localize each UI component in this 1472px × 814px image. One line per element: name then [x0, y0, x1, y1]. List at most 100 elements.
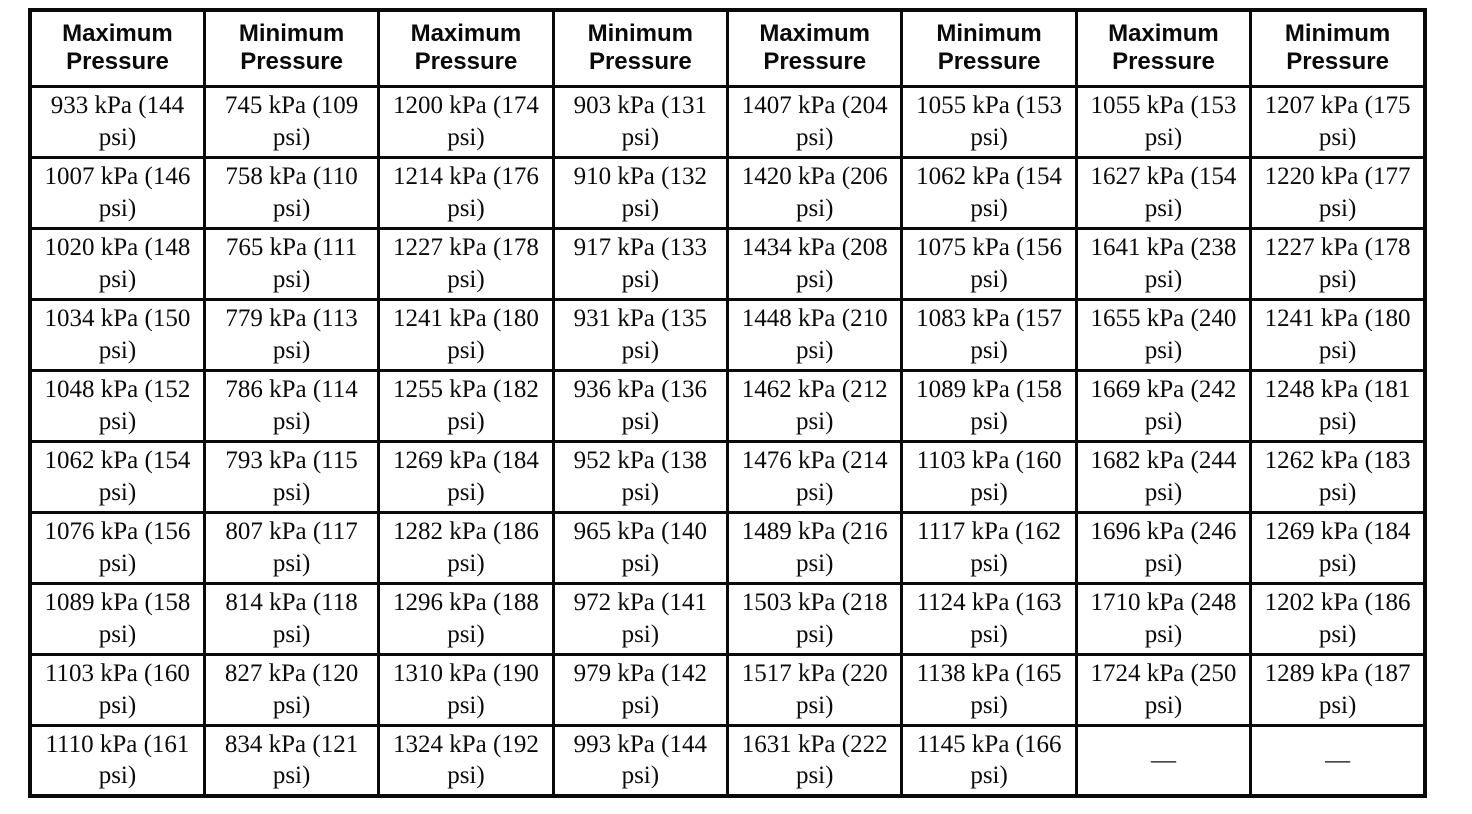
table-cell: 972 kPa (141 psi): [551, 581, 730, 656]
header-cell: Minimum Pressure: [202, 8, 381, 88]
table-cell: 827 kPa (120 psi): [202, 652, 381, 727]
table-cell: 1517 kPa (220 psi): [725, 652, 904, 727]
table-cell: 814 kPa (118 psi): [202, 581, 381, 656]
table-cell: 745 kPa (109 psi): [202, 84, 381, 159]
table-cell: 1207 kPa (175 psi): [1249, 84, 1427, 159]
table-cell: —: [1074, 723, 1253, 798]
table-cell: 1227 kPa (178 psi): [1249, 226, 1427, 301]
table-cell: 1696 kPa (246 psi): [1074, 510, 1253, 585]
table-cell: 1724 kPa (250 psi): [1074, 652, 1253, 727]
table-cell: 758 kPa (110 psi): [202, 155, 381, 230]
table-cell: 917 kPa (133 psi): [551, 226, 730, 301]
table-cell: 807 kPa (117 psi): [202, 510, 381, 585]
table-cell: 1124 kPa (163 psi): [900, 581, 1078, 656]
table-cell: 1503 kPa (218 psi): [725, 581, 904, 656]
table-cell: 1103 kPa (160 psi): [28, 652, 206, 727]
pressure-table-body: 933 kPa (144 psi) 745 kPa (109 psi) 1200 k…: [28, 84, 1427, 798]
table-cell: 1310 kPa (190 psi): [377, 652, 555, 727]
table-cell: 1062 kPa (154 psi): [900, 155, 1078, 230]
pressure-table: Maximum Pressure Minimum Pressure Maximum …: [28, 8, 1427, 798]
table-cell: 1324 kPa (192 psi): [377, 723, 555, 798]
table-cell: 1117 kPa (162 psi): [900, 510, 1078, 585]
table-cell: 1062 kPa (154 psi): [28, 439, 206, 514]
table-cell: 1055 kPa (153 psi): [900, 84, 1078, 159]
table-cell: 1145 kPa (166 psi): [900, 723, 1078, 798]
table-cell: 1200 kPa (174 psi): [377, 84, 555, 159]
table-cell: 1289 kPa (187 psi): [1249, 652, 1427, 727]
table-cell: 793 kPa (115 psi): [202, 439, 381, 514]
table-row: 1034 kPa (150 psi) 779 kPa (113 psi) 1241 …: [28, 297, 1427, 372]
header-cell: Maximum Pressure: [28, 8, 206, 88]
header-cell: Minimum Pressure: [1249, 8, 1427, 88]
table-cell: 1214 kPa (176 psi): [377, 155, 555, 230]
table-cell: 1407 kPa (204 psi): [725, 84, 904, 159]
header-row: Maximum Pressure Minimum Pressure Maximum …: [28, 8, 1427, 88]
table-row: 1110 kPa (161 psi) 834 kPa (121 psi) 1324 …: [28, 723, 1427, 798]
table-cell: 1476 kPa (214 psi): [725, 439, 904, 514]
table-cell: 1682 kPa (244 psi): [1074, 439, 1253, 514]
table-cell: 1631 kPa (222 psi): [725, 723, 904, 798]
table-row: 1089 kPa (158 psi) 814 kPa (118 psi) 1296 …: [28, 581, 1427, 656]
table-cell: 1089 kPa (158 psi): [900, 368, 1078, 443]
pressure-table-head: Maximum Pressure Minimum Pressure Maximum …: [28, 8, 1427, 88]
table-row: 1062 kPa (154 psi) 793 kPa (115 psi) 1269 …: [28, 439, 1427, 514]
table-cell: 903 kPa (131 psi): [551, 84, 730, 159]
table-cell: 931 kPa (135 psi): [551, 297, 730, 372]
table-cell: 1020 kPa (148 psi): [28, 226, 206, 301]
table-cell: 1489 kPa (216 psi): [725, 510, 904, 585]
table-cell: 936 kPa (136 psi): [551, 368, 730, 443]
table-cell: 1255 kPa (182 psi): [377, 368, 555, 443]
table-cell: 1076 kPa (156 psi): [28, 510, 206, 585]
table-cell: 1034 kPa (150 psi): [28, 297, 206, 372]
table-cell: —: [1249, 723, 1427, 798]
table-cell: 1103 kPa (160 psi): [900, 439, 1078, 514]
table-row: 1020 kPa (148 psi) 765 kPa (111 psi) 1227 …: [28, 226, 1427, 301]
table-cell: 786 kPa (114 psi): [202, 368, 381, 443]
table-cell: 1202 kPa (186 psi): [1249, 581, 1427, 656]
table-row: 1048 kPa (152 psi) 786 kPa (114 psi) 1255 …: [28, 368, 1427, 443]
table-cell: 1138 kPa (165 psi): [900, 652, 1078, 727]
table-cell: 1227 kPa (178 psi): [377, 226, 555, 301]
table-cell: 1448 kPa (210 psi): [725, 297, 904, 372]
table-row: 1076 kPa (156 psi) 807 kPa (117 psi) 1282 …: [28, 510, 1427, 585]
table-cell: 993 kPa (144 psi): [551, 723, 730, 798]
table-cell: 1262 kPa (183 psi): [1249, 439, 1427, 514]
header-cell: Minimum Pressure: [900, 8, 1078, 88]
table-row: 1103 kPa (160 psi) 827 kPa (120 psi) 1310 …: [28, 652, 1427, 727]
table-cell: 1710 kPa (248 psi): [1074, 581, 1253, 656]
table-cell: 834 kPa (121 psi): [202, 723, 381, 798]
table-cell: 952 kPa (138 psi): [551, 439, 730, 514]
table-cell: 1241 kPa (180 psi): [1249, 297, 1427, 372]
table-cell: 1048 kPa (152 psi): [28, 368, 206, 443]
table-cell: 1269 kPa (184 psi): [377, 439, 555, 514]
table-cell: 1110 kPa (161 psi): [28, 723, 206, 798]
table-cell: 1089 kPa (158 psi): [28, 581, 206, 656]
table-cell: 979 kPa (142 psi): [551, 652, 730, 727]
table-cell: 1282 kPa (186 psi): [377, 510, 555, 585]
table-cell: 965 kPa (140 psi): [551, 510, 730, 585]
table-cell: 1462 kPa (212 psi): [725, 368, 904, 443]
header-cell: Maximum Pressure: [1074, 8, 1253, 88]
table-cell: 765 kPa (111 psi): [202, 226, 381, 301]
table-cell: 910 kPa (132 psi): [551, 155, 730, 230]
table-cell: 1655 kPa (240 psi): [1074, 297, 1253, 372]
table-cell: 1420 kPa (206 psi): [725, 155, 904, 230]
table-cell: 1055 kPa (153 psi): [1074, 84, 1253, 159]
table-cell: 1669 kPa (242 psi): [1074, 368, 1253, 443]
table-cell: 1241 kPa (180 psi): [377, 297, 555, 372]
table-cell: 1220 kPa (177 psi): [1249, 155, 1427, 230]
table-cell: 1627 kPa (154 psi): [1074, 155, 1253, 230]
header-cell: Maximum Pressure: [377, 8, 555, 88]
table-cell: 1641 kPa (238 psi): [1074, 226, 1253, 301]
table-cell: 779 kPa (113 psi): [202, 297, 381, 372]
header-cell: Maximum Pressure: [725, 8, 904, 88]
table-cell: 1434 kPa (208 psi): [725, 226, 904, 301]
table-row: 1007 kPa (146 psi) 758 kPa (110 psi) 1214 …: [28, 155, 1427, 230]
table-cell: 933 kPa (144 psi): [28, 84, 206, 159]
table-cell: 1083 kPa (157 psi): [900, 297, 1078, 372]
table-cell: 1269 kPa (184 psi): [1249, 510, 1427, 585]
table-row: 933 kPa (144 psi) 745 kPa (109 psi) 1200 k…: [28, 84, 1427, 159]
header-cell: Minimum Pressure: [551, 8, 730, 88]
table-cell: 1296 kPa (188 psi): [377, 581, 555, 656]
